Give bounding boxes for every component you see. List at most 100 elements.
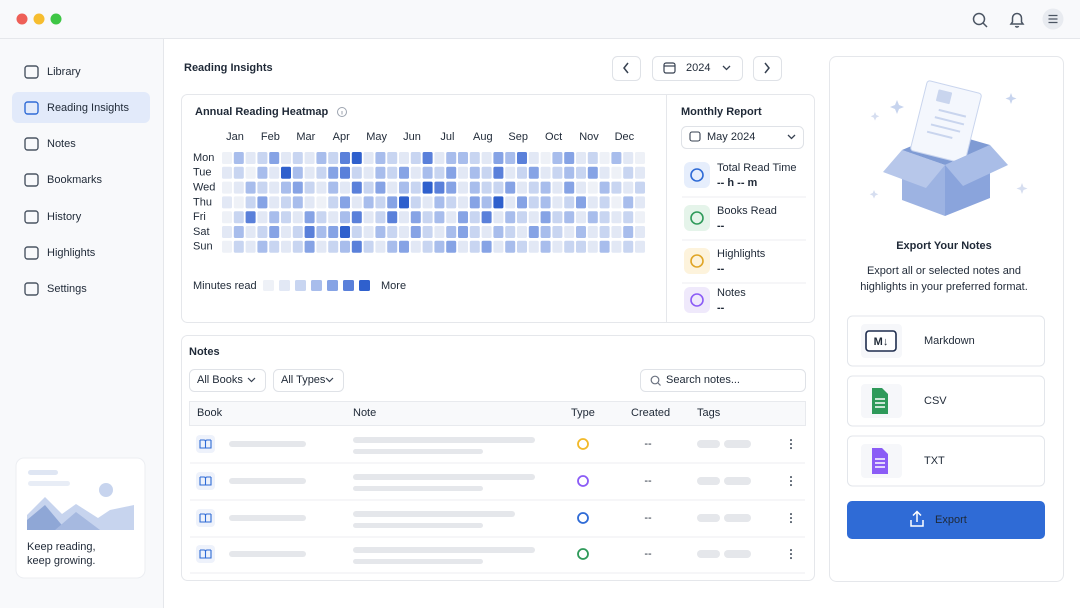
export-description: highlights in your preferred format. xyxy=(860,281,1028,293)
heatmap-cell xyxy=(281,226,291,238)
next-year-button[interactable] xyxy=(753,56,782,81)
info-icon[interactable] xyxy=(337,107,347,117)
heatmap-cell xyxy=(363,166,374,179)
type-icon xyxy=(577,512,589,524)
book-icon xyxy=(199,476,212,486)
heatmap-cell xyxy=(269,181,280,194)
heatmap-cell xyxy=(576,240,586,253)
placeholder-bar xyxy=(697,550,720,558)
month-label: Jun xyxy=(403,131,421,143)
nav-item[interactable]: Notes xyxy=(47,138,76,150)
nav-item[interactable]: History xyxy=(47,211,82,223)
nav-item[interactable]: Highlights xyxy=(47,247,96,259)
nav-icon[interactable] xyxy=(24,173,39,187)
card-title: Annual Reading Heatmap xyxy=(195,106,329,118)
export-button-label[interactable]: Export xyxy=(935,514,967,526)
heatmap-cell xyxy=(410,211,421,224)
stat-label: Books Read xyxy=(717,205,777,217)
heatmap-cell xyxy=(493,226,504,238)
placeholder-bar xyxy=(353,449,483,454)
heatmap-cell xyxy=(587,211,598,224)
menu-button[interactable] xyxy=(1042,8,1064,30)
heatmap-cell xyxy=(446,211,457,224)
close-button[interactable] xyxy=(16,13,28,25)
nav-icon[interactable] xyxy=(24,282,39,296)
nav-icon[interactable] xyxy=(24,246,39,260)
created-value: -- xyxy=(644,548,652,560)
heatmap-cell xyxy=(233,166,244,179)
heatmap-cell xyxy=(540,196,551,209)
heatmap-cell xyxy=(222,166,232,179)
heatmap-cell xyxy=(316,240,327,253)
nav-item[interactable]: Reading Insights xyxy=(47,102,129,114)
format-label[interactable]: TXT xyxy=(924,455,945,467)
heatmap-cell xyxy=(599,196,610,209)
heatmap-cell xyxy=(635,226,645,238)
day-label: Mon xyxy=(193,152,214,164)
heatmap-cell xyxy=(540,152,551,164)
minimize-button[interactable] xyxy=(33,13,45,25)
heatmap-cell xyxy=(564,226,575,238)
promo-card xyxy=(15,457,146,579)
format-icon-lines xyxy=(875,398,885,408)
heatmap-cell xyxy=(222,240,232,253)
heatmap-cell xyxy=(505,152,516,164)
book-icon xyxy=(199,549,212,559)
heatmap-cell xyxy=(304,211,315,224)
heatmap-cell xyxy=(493,181,504,194)
heatmap-cell xyxy=(623,196,634,209)
heatmap-cell xyxy=(469,240,480,253)
month-select[interactable] xyxy=(681,126,804,149)
heatmap-cell xyxy=(375,226,386,238)
heatmap-cell xyxy=(328,196,339,209)
nav-item[interactable]: Bookmarks xyxy=(47,174,103,186)
day-label: Thu xyxy=(193,196,212,208)
heatmap-cell xyxy=(316,181,327,194)
heatmap-cell xyxy=(281,196,291,209)
maximize-button[interactable] xyxy=(50,13,62,25)
placeholder-bar xyxy=(724,550,751,558)
export-description: Export all or selected notes and xyxy=(867,265,1021,277)
heatmap-cell xyxy=(375,211,386,224)
placeholder-bar xyxy=(724,440,751,448)
heatmap-cell xyxy=(422,240,433,253)
legend-swatch xyxy=(311,280,322,291)
stat-value: -- h -- m xyxy=(717,177,758,189)
heatmap-cell xyxy=(434,240,445,253)
heatmap-cell xyxy=(540,240,551,253)
nav-icon[interactable] xyxy=(24,210,39,224)
heatmap-cell xyxy=(469,226,480,238)
filter-books[interactable] xyxy=(189,369,266,392)
month-label: May xyxy=(366,131,387,143)
year-select[interactable] xyxy=(652,56,743,81)
search-notes[interactable] xyxy=(640,369,806,392)
heatmap-cell xyxy=(351,166,362,179)
heatmap-cell xyxy=(434,226,445,238)
heatmap-cell xyxy=(552,226,563,238)
filter-types[interactable] xyxy=(273,369,344,392)
heatmap-cell xyxy=(292,152,303,164)
nav-icon[interactable] xyxy=(24,101,39,115)
heatmap-cell xyxy=(222,226,232,238)
heatmap-cell xyxy=(328,211,339,224)
nav-icon[interactable] xyxy=(24,65,39,79)
nav-item[interactable]: Settings xyxy=(47,283,87,295)
notifications-button[interactable] xyxy=(1009,12,1025,28)
heatmap-cell xyxy=(233,152,244,164)
placeholder-bar xyxy=(353,437,535,443)
heatmap-cell xyxy=(340,181,350,194)
format-label[interactable]: Markdown xyxy=(924,335,975,347)
nav-icon[interactable] xyxy=(24,137,39,151)
heatmap-cell xyxy=(257,211,268,224)
export-button[interactable] xyxy=(847,501,1045,539)
placeholder-bar xyxy=(724,477,751,485)
nav-item[interactable]: Library xyxy=(47,66,81,78)
format-label[interactable]: CSV xyxy=(924,395,947,407)
column-header: Note xyxy=(353,407,376,419)
search-button[interactable] xyxy=(972,12,988,28)
prev-year-button[interactable] xyxy=(612,56,641,81)
sidebar-nav: Library Reading Insights Notes Bookmarks His… xyxy=(12,65,150,296)
filter-label: All Types xyxy=(281,374,326,386)
month-label: Jul xyxy=(440,131,454,143)
